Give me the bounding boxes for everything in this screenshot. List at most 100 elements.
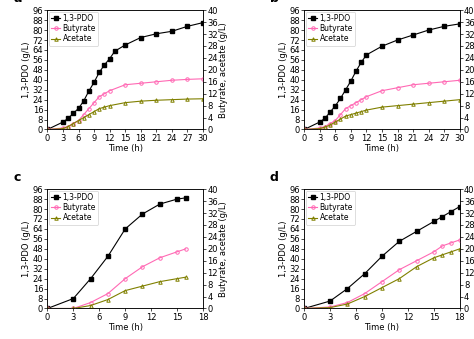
Acetate	[122, 288, 128, 293]
Butyrate	[358, 98, 364, 102]
Butyrate	[301, 306, 307, 311]
Line: Acetate: Acetate	[302, 247, 462, 310]
Butyrate	[337, 113, 343, 117]
Acetate	[332, 120, 338, 124]
1,3-PDO	[343, 88, 348, 92]
Acetate	[138, 99, 144, 103]
Butyrate	[183, 247, 189, 251]
1,3-PDO	[327, 299, 333, 303]
Acetate	[45, 127, 50, 132]
Butyrate	[91, 101, 97, 105]
Butyrate	[362, 292, 367, 296]
1,3-PDO	[364, 53, 369, 57]
1,3-PDO	[358, 60, 364, 64]
Butyrate	[327, 305, 333, 309]
Acetate	[184, 97, 190, 101]
Butyrate	[301, 127, 307, 132]
Butyrate	[81, 113, 87, 117]
Butyrate	[140, 265, 146, 269]
Acetate	[154, 98, 159, 102]
1,3-PDO	[45, 127, 50, 132]
Butyrate	[154, 80, 159, 84]
1,3-PDO	[140, 212, 146, 216]
1,3-PDO	[426, 28, 431, 32]
Acetate	[45, 306, 50, 311]
Acetate	[348, 113, 354, 117]
1,3-PDO	[362, 272, 367, 276]
1,3-PDO	[105, 254, 111, 258]
Butyrate	[86, 106, 92, 111]
Butyrate	[448, 241, 454, 245]
Acetate	[60, 126, 66, 131]
Acetate	[65, 124, 71, 128]
X-axis label: Time (h): Time (h)	[365, 144, 400, 153]
1,3-PDO	[301, 127, 307, 132]
1,3-PDO	[448, 210, 454, 214]
1,3-PDO	[174, 197, 180, 201]
Butyrate	[174, 250, 180, 254]
1,3-PDO	[414, 230, 419, 234]
1,3-PDO	[71, 297, 76, 301]
Acetate	[448, 250, 454, 254]
1,3-PDO	[86, 89, 92, 93]
Acetate	[200, 97, 206, 101]
Acetate	[86, 113, 92, 117]
Acetate	[327, 305, 333, 310]
1,3-PDO	[327, 110, 333, 114]
Acetate	[353, 111, 359, 115]
Acetate	[379, 285, 385, 290]
Y-axis label: 1,3-PDO (g/L): 1,3-PDO (g/L)	[279, 221, 288, 277]
Acetate	[157, 280, 163, 284]
1,3-PDO	[91, 80, 97, 84]
1,3-PDO	[101, 63, 107, 67]
Butyrate	[88, 300, 93, 304]
1,3-PDO	[322, 116, 328, 120]
Butyrate	[317, 126, 323, 130]
Legend: 1,3-PDO, Butyrate, Acetate: 1,3-PDO, Butyrate, Acetate	[49, 191, 98, 224]
1,3-PDO	[379, 254, 385, 258]
Legend: 1,3-PDO, Butyrate, Acetate: 1,3-PDO, Butyrate, Acetate	[306, 12, 355, 45]
Acetate	[343, 114, 348, 118]
Acetate	[358, 109, 364, 114]
Butyrate	[122, 277, 128, 281]
Acetate	[379, 105, 385, 109]
Butyrate	[343, 106, 348, 111]
Butyrate	[353, 101, 359, 105]
1,3-PDO	[169, 29, 175, 33]
1,3-PDO	[332, 104, 338, 108]
1,3-PDO	[107, 57, 112, 61]
Butyrate	[157, 256, 163, 260]
Line: Acetate: Acetate	[302, 98, 462, 131]
Butyrate	[322, 124, 328, 128]
1,3-PDO	[88, 277, 93, 281]
Butyrate	[431, 250, 437, 254]
Acetate	[76, 119, 82, 123]
Line: 1,3-PDO: 1,3-PDO	[302, 22, 462, 131]
Butyrate	[105, 292, 111, 296]
1,3-PDO	[184, 24, 190, 28]
Butyrate	[76, 119, 82, 123]
1,3-PDO	[379, 44, 385, 48]
Acetate	[396, 277, 402, 281]
Butyrate	[457, 78, 463, 82]
Line: 1,3-PDO: 1,3-PDO	[46, 21, 205, 131]
1,3-PDO	[45, 306, 50, 311]
Acetate	[327, 123, 333, 127]
1,3-PDO	[431, 219, 437, 223]
Line: Butyrate: Butyrate	[46, 247, 187, 310]
Y-axis label: Butyrate, acetate (g/L): Butyrate, acetate (g/L)	[219, 201, 228, 297]
Butyrate	[332, 119, 338, 123]
Butyrate	[71, 121, 76, 125]
Acetate	[96, 106, 102, 111]
Acetate	[345, 302, 350, 306]
Line: Butyrate: Butyrate	[46, 77, 205, 131]
Text: d: d	[270, 172, 279, 184]
1,3-PDO	[138, 36, 144, 40]
1,3-PDO	[337, 96, 343, 100]
1,3-PDO	[457, 204, 463, 208]
1,3-PDO	[348, 79, 354, 83]
1,3-PDO	[122, 227, 128, 231]
Butyrate	[60, 126, 66, 130]
1,3-PDO	[440, 215, 446, 219]
1,3-PDO	[396, 239, 402, 243]
